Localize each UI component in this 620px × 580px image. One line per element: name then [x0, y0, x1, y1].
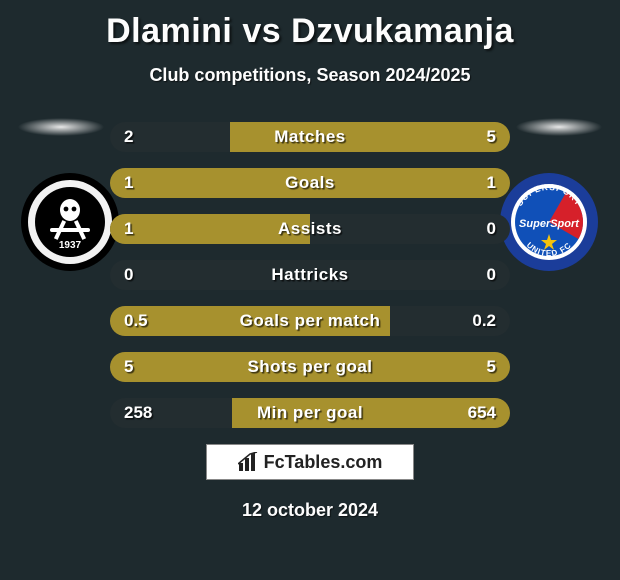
stat-label: Hattricks — [110, 260, 510, 290]
svg-text:SuperSport: SuperSport — [519, 218, 580, 230]
stat-value-right: 654 — [468, 398, 496, 428]
stat-value-right: 5 — [487, 122, 496, 152]
stat-label: Shots per goal — [110, 352, 510, 382]
stats-list: Matches25Goals11Assists10Hattricks00Goal… — [110, 122, 510, 444]
stat-value-right: 1 — [487, 168, 496, 198]
stat-row: Min per goal258 654 — [110, 398, 510, 428]
stat-label: Goals per match — [110, 306, 510, 336]
badge-year: 1937 — [59, 240, 82, 251]
stat-value-left: 2 — [124, 122, 133, 152]
chart-bars-icon — [238, 452, 260, 472]
stat-row: Matches2 5 — [110, 122, 510, 152]
stat-value-right: 0 — [487, 214, 496, 244]
stat-label: Assists — [110, 214, 510, 244]
stat-value-right: 0 — [487, 260, 496, 290]
stat-value-left: 258 — [124, 398, 152, 428]
team-badge-left: 1937 — [20, 172, 120, 272]
shadow-ellipse-left — [18, 118, 104, 136]
stat-row: Shots per goal5 5 — [110, 352, 510, 382]
stat-value-left: 1 — [124, 214, 133, 244]
shadow-ellipse-right — [516, 118, 602, 136]
footer-brand-text: FcTables.com — [264, 452, 383, 473]
page-title: Dlamini vs Dzvukamanja — [0, 0, 620, 51]
footer-date: 12 october 2024 — [0, 500, 620, 521]
team-badge-right: SUPERSPORT UNITED FC SuperSport — [499, 172, 599, 272]
stat-row: Goals per match0.5 0.2 — [110, 306, 510, 336]
stat-label: Min per goal — [110, 398, 510, 428]
footer-brand: FcTables.com — [206, 444, 414, 480]
stat-label: Goals — [110, 168, 510, 198]
stat-label: Matches — [110, 122, 510, 152]
stat-value-left: 0.5 — [124, 306, 148, 336]
stat-value-left: 5 — [124, 352, 133, 382]
stat-value-right: 5 — [487, 352, 496, 382]
page-subtitle: Club competitions, Season 2024/2025 — [0, 65, 620, 86]
stat-value-left: 1 — [124, 168, 133, 198]
stat-value-right: 0.2 — [472, 306, 496, 336]
stat-row: Hattricks0 0 — [110, 260, 510, 290]
stat-value-left: 0 — [124, 260, 133, 290]
stat-row: Goals1 1 — [110, 168, 510, 198]
stat-row: Assists1 0 — [110, 214, 510, 244]
